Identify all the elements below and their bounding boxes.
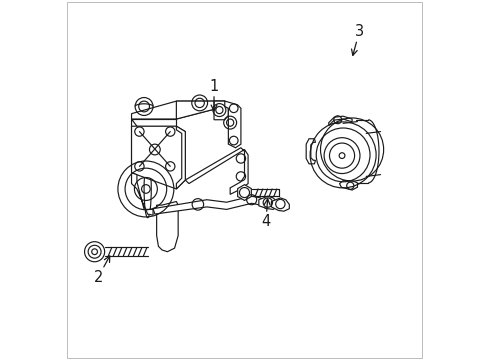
Polygon shape bbox=[131, 126, 185, 189]
Polygon shape bbox=[305, 139, 315, 164]
Polygon shape bbox=[131, 101, 224, 119]
Polygon shape bbox=[339, 181, 357, 190]
Polygon shape bbox=[153, 196, 265, 214]
Polygon shape bbox=[224, 101, 241, 148]
Text: 2: 2 bbox=[93, 256, 109, 285]
Polygon shape bbox=[156, 202, 178, 252]
Polygon shape bbox=[328, 116, 351, 126]
Polygon shape bbox=[131, 119, 176, 126]
Polygon shape bbox=[176, 101, 224, 119]
Text: 1: 1 bbox=[209, 79, 218, 111]
Polygon shape bbox=[214, 101, 228, 120]
Polygon shape bbox=[131, 119, 137, 175]
Polygon shape bbox=[237, 185, 251, 201]
Polygon shape bbox=[176, 126, 185, 189]
Ellipse shape bbox=[144, 160, 151, 218]
Polygon shape bbox=[131, 173, 153, 215]
Polygon shape bbox=[258, 196, 276, 210]
Polygon shape bbox=[271, 198, 289, 211]
Polygon shape bbox=[185, 148, 247, 194]
Text: 4: 4 bbox=[261, 199, 270, 229]
Text: 3: 3 bbox=[351, 24, 363, 55]
